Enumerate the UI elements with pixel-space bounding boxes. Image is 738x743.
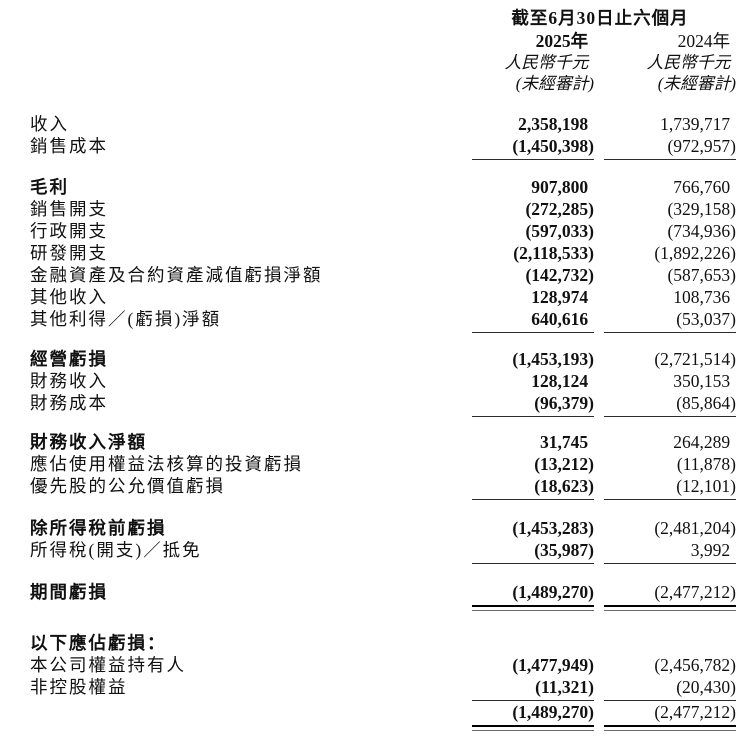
row-label: 應佔使用權益法核算的投資虧損 [30,454,303,474]
value-2025: 128,974) [531,287,589,307]
value-2025: (1,453,193) [512,349,594,369]
row-rd-expenses: 研發開支 (2,118,533) (1,892,226) [30,242,738,264]
value-2025: (272,285) [525,199,594,219]
row-label: 其他利得／(虧損)淨額 [30,309,222,329]
row-label: 財務收入 [30,371,108,391]
period-title: 截至6月30日止六個月 [511,8,689,28]
row-non-controlling-interests: 非控股權益 (11,321) (20,430) [30,676,738,701]
currency-2025: 人民幣千元) [504,53,589,72]
row-label: 研發開支 [30,243,108,263]
value-2024: (1,892,226) [654,243,736,263]
value-2024: (53,037) [604,308,736,333]
value-2025: (35,987) [472,539,594,564]
row-revenue: 收入 2,358,198) 1,739,717) [30,113,738,135]
value-2025: (1,489,270) [472,701,594,731]
row-other-gains-net: 其他利得／(虧損)淨額 640,616) (53,037) [30,308,738,333]
row-net-finance-income: 財務收入淨額 31,745) 264,289) [30,431,738,453]
row-equity-holders: 本公司權益持有人 (1,477,949) (2,456,782) [30,654,738,676]
row-other-income: 其他收入 128,974) 108,736) [30,286,738,308]
value-2025: (142,732) [525,265,594,285]
row-label: 除所得稅前虧損 [30,518,167,538]
row-label: 金融資產及合約資產減值虧損淨額 [30,265,323,285]
audit-status-2025: (未經審計) [515,74,594,93]
value-2024: 3,992) [604,539,736,564]
row-label: 非控股權益 [30,677,128,697]
value-2025: 31,745) [540,432,589,452]
row-total-loss: (1,489,270) (2,477,212) [30,701,738,731]
row-label: 財務成本 [30,393,108,413]
row-impairment-losses: 金融資產及合約資產減值虧損淨額 (142,732) (587,653) [30,264,738,286]
value-2025: 907,800) [531,177,589,197]
row-label: 銷售開支 [30,199,108,219]
row-income-tax: 所得稅(開支)／抵免 (35,987) 3,992) [30,539,738,564]
row-label: 財務收入淨額 [30,432,147,452]
value-2024: (2,481,204) [654,518,736,538]
value-2024: (2,477,212) [604,581,736,611]
year-header-row: 2025年) 2024年) [472,30,736,52]
row-fair-value-loss-preferred-shares: 優先股的公允價值虧損 (18,623) (12,101) [30,475,738,500]
value-2024: (11,878) [676,454,736,474]
row-label: 行政開支 [30,221,108,241]
column-header-2024: 2024年) [677,31,731,51]
row-finance-income: 財務收入 128,124) 350,153) [30,370,738,392]
row-cost-of-sales: 銷售成本 (1,450,398) (972,957) [30,135,738,160]
value-2024: (2,721,514) [654,349,736,369]
value-2025: (1,453,283) [512,518,594,538]
value-2024: 264,289) [673,432,731,452]
row-loss-for-period: 期間虧損 (1,489,270) (2,477,212) [30,581,738,611]
row-label: 以下應佔虧損： [30,633,167,653]
value-2025: 640,616) [472,308,594,333]
value-2024: (12,101) [604,475,736,500]
value-2025: 128,124) [531,371,589,391]
value-2024: 350,153) [673,371,731,391]
row-finance-costs: 財務成本 (96,379) (85,864) [30,392,738,417]
row-selling-expenses: 銷售開支 (272,285) (329,158) [30,198,738,220]
row-share-of-investment-losses: 應佔使用權益法核算的投資虧損 (13,212) (11,878) [30,453,738,475]
row-operating-loss: 經營虧損 (1,453,193) (2,721,514) [30,348,738,370]
audit-status-2024: (未經審計) [657,74,736,93]
value-2024: (85,864) [604,392,736,417]
row-loss-attributable-heading: 以下應佔虧損： [30,632,738,654]
value-2024: (972,957) [604,135,736,160]
value-2024: (587,653) [667,265,736,285]
value-2025: (2,118,533) [513,243,594,263]
row-admin-expenses: 行政開支 (597,033) (734,936) [30,220,738,242]
row-label: 其他收入 [30,287,108,307]
value-2025: (1,450,398) [472,135,594,160]
value-2024: 1,739,717) [660,114,731,134]
row-label: 毛利 [30,177,69,197]
row-loss-before-income-tax: 除所得稅前虧損 (1,453,283) (2,481,204) [30,517,738,539]
row-label: 所得稅(開支)／抵免 [30,540,202,560]
value-2025: (13,212) [534,454,594,474]
value-2024: (734,936) [667,221,736,241]
currency-2024: 人民幣千元) [646,53,731,72]
value-2024: (329,158) [667,199,736,219]
row-label: 本公司權益持有人 [30,655,186,675]
value-2025: (11,321) [472,676,594,701]
row-label: 期間虧損 [30,582,108,602]
value-2025: 2,358,198) [518,114,589,134]
value-2024: (2,456,782) [654,655,736,675]
value-2024: (20,430) [604,676,736,701]
row-label: 經營虧損 [30,349,108,369]
row-label: 優先股的公允價值虧損 [30,476,225,496]
audit-status-row: (未經審計) (未經審計) [472,73,736,94]
value-2025: (1,489,270) [472,581,594,611]
table-header: 截至6月30日止六個月 2025年) 2024年) 人民幣千元) 人民幣千元) … [30,6,738,94]
row-label: 銷售成本 [30,136,108,156]
value-2025: (96,379) [472,392,594,417]
value-2024: 108,736) [673,287,731,307]
value-2025: (18,623) [472,475,594,500]
column-header-2025: 2025年) [535,31,589,51]
value-2024: 766,760) [673,177,731,197]
currency-header-row: 人民幣千元) 人民幣千元) [472,52,736,73]
row-gross-profit: 毛利 907,800) 766,760) [30,176,738,198]
row-label: 收入 [30,114,69,134]
value-2024: (2,477,212) [604,701,736,731]
value-2025: (1,477,949) [512,655,594,675]
value-2025: (597,033) [525,221,594,241]
